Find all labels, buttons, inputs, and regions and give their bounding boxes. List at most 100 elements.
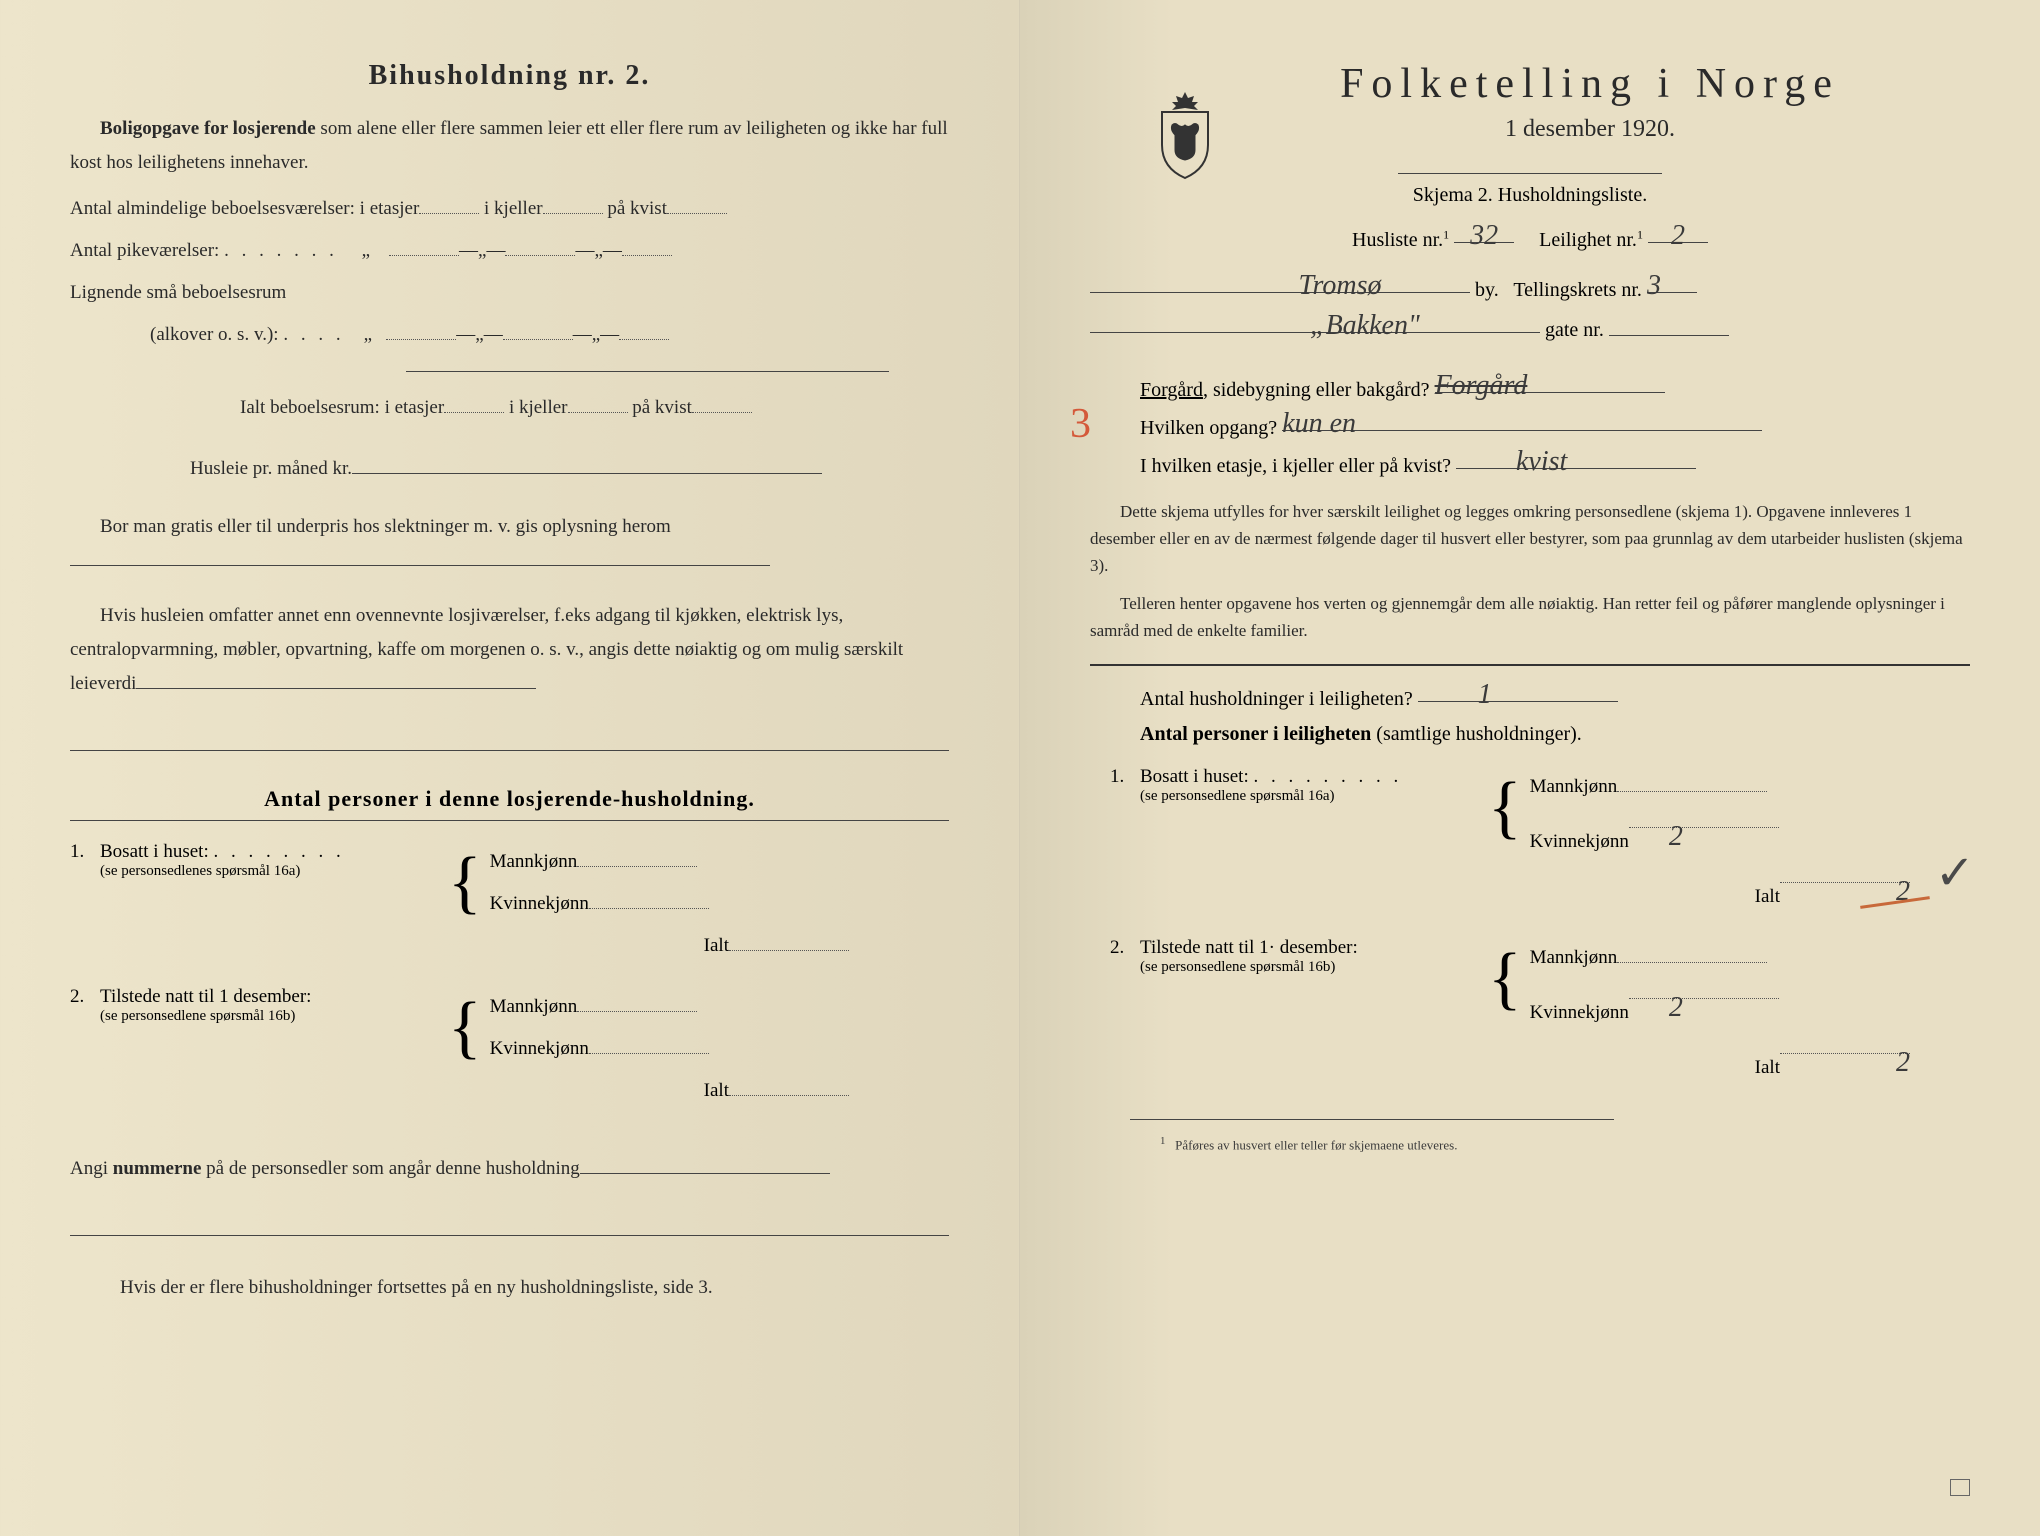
r-item1-label-block: Bosatt i huset: . . . . . . . . . (se pe… [1140,766,1480,917]
forgard-label-b: , sidebygning eller bakgård? [1203,379,1430,401]
r-kvinne-val2: 2 [1629,992,1683,1023]
num-1: 1. [70,841,100,966]
gate-value: „Bakken" [1090,310,1420,341]
gate-row: „Bakken" gate nr. [1090,312,1970,342]
by-label: by. [1475,279,1499,301]
antal-hush-row: Antal husholdninger i leiligheten? 1 [1090,681,1970,711]
item1-label: Bosatt i huset: [100,841,209,862]
antal-hush-label: Antal husholdninger i leiligheten? [1140,688,1413,710]
item1-sub: (se personsedlenes spørsmål 16a) [100,863,440,880]
kvinne-label2: Kvinnekjønn [490,1038,589,1059]
leilighet-value: 2 [1671,220,1685,251]
bottom1-c: på de personsedler som angår denne husho… [201,1158,579,1179]
by-value: Tromsø [1178,270,1381,301]
bottom1-a: Angi [70,1158,113,1179]
right-item-2: 2. Tilstede natt til 1· desember: (se pe… [1090,937,1970,1088]
ialt-label-b: i kjeller [509,397,568,418]
kvinne-label: Kvinnekjønn [490,893,589,914]
item1-values: Mannkjønn Kvinnekjønn Ialt [490,841,949,966]
item1-label-block: Bosatt i huset: . . . . . . . . (se pers… [100,841,440,966]
ialt-label-c: på kvist [632,397,692,418]
forgard-label-a: Forgård [1140,379,1203,401]
rooms-label-c: på kvist [607,198,667,219]
husliste-label: Husliste nr. [1352,229,1443,251]
r-kvinne-label: Kvinnekjønn [1530,831,1629,852]
line-gratis: Bor man gratis eller til underpris hos s… [70,510,949,578]
census-document: Bihusholdning nr. 2. Boligopgave for los… [0,0,2040,1536]
r-ialt-label2: Ialt [1755,1057,1780,1078]
by-row: Tromsø by. Tellingskrets nr. 3 [1090,272,1970,302]
num-2: 2. [70,986,100,1111]
opgang-row: Hvilken opgang? kun en [1090,410,1970,440]
printer-mark [1950,1479,1971,1496]
r-mann-label2: Mannkjønn [1530,947,1618,968]
instructions-b: Telleren henter opgavene hos verten og g… [1090,590,1970,644]
ialt-label-a: Ialt beboelsesrum: i etasjer [240,397,444,418]
husleie-label: Husleie pr. måned kr. [190,458,352,479]
brace-icon: { [1488,776,1522,927]
line-alkover-b: (alkover o. s. v.): . . . . „ —„——„— [70,314,949,356]
r-item2-label-block: Tilstede natt til 1· desember: (se perso… [1140,937,1480,1088]
etasje-row: I hvilken etasje, i kjeller eller på kvi… [1090,448,1970,478]
right-page: Folketelling i Norge 1 desember 1920. Sk… [1020,0,2040,1536]
r-ialt-val2: 2 [1856,1047,1910,1078]
left-item-1: 1. Bosatt i huset: . . . . . . . . (se p… [70,841,949,966]
krets-label: Tellingskrets nr. [1513,279,1642,301]
opgang-value: kun en [1282,408,1356,439]
item2-label-block: Tilstede natt til 1 desember: (se person… [100,986,440,1111]
alkover-label-a: Lignende små beboelsesrum [70,282,286,303]
r-kvinne-val1: 2 [1629,821,1683,852]
item2-values: Mannkjønn Kvinnekjønn Ialt [490,986,949,1111]
forgard-value: Forgård [1435,370,1528,401]
r-num-2: 2. [1110,937,1140,1088]
forgard-row: Forgård, sidebygning eller bakgård? Forg… [1090,372,1970,402]
section-title-left: Antal personer i denne losjerende-hushol… [70,786,949,821]
line-husleie: Husleie pr. måned kr. [70,448,949,490]
coat-of-arms-icon [1150,90,1220,180]
gratis-label: Bor man gratis eller til underpris hos s… [100,516,671,537]
bottom-line-1: Angi nummerne på de personsedler som ang… [70,1152,949,1186]
instructions-a: Dette skjema utfylles for hver særskilt … [1090,498,1970,580]
bottom1-b: nummerne [113,1158,202,1179]
brace-icon: { [1488,947,1522,1098]
r-item2-label: Tilstede natt til 1· desember: [1140,937,1358,958]
r-item1-values: Mannkjønn Kvinnekjønn2 Ialt2 ✓ [1530,766,1970,917]
ialt-label2: Ialt [704,1080,729,1101]
line-ialt-rooms: Ialt beboelsesrum: i etasjer i kjeller p… [70,387,949,429]
husliste-value: 32 [1470,220,1498,251]
krets-value: 3 [1647,270,1661,301]
etasje-value: kvist [1456,446,1567,477]
antal-hush-value: 1 [1418,679,1492,710]
line-alkover-a: Lignende små beboelsesrum [70,272,949,314]
sup-1: 1 [1443,227,1449,241]
line-pike: Antal pikeværelser: . . . . . . . „ —„——… [70,230,949,272]
husliste-row: Husliste nr.1 32 Leilighet nr.1 2 [1090,222,1970,252]
footnote-marker: 1 [1160,1135,1165,1147]
mann-label: Mannkjønn [490,851,578,872]
title-block: Folketelling i Norge 1 desember 1920. [1210,60,1970,143]
rooms-label-a: Antal almindelige beboelsesværelser: i e… [70,198,419,219]
r-mann-label: Mannkjønn [1530,776,1618,797]
line-rooms: Antal almindelige beboelsesværelser: i e… [70,188,949,230]
sup-2: 1 [1637,227,1643,241]
r-ialt-label: Ialt [1755,886,1780,907]
item2-sub: (se personsedlene spørsmål 16b) [100,1008,440,1025]
r-item1-sub: (se personsedlene spørsmål 16a) [1140,788,1480,805]
etasje-label: I hvilken etasje, i kjeller eller på kvi… [1140,455,1451,477]
r-kvinne-label2: Kvinnekjønn [1530,1002,1629,1023]
left-item-2: 2. Tilstede natt til 1 desember: (se per… [70,986,949,1111]
rooms-label-b: i kjeller [484,198,543,219]
left-page: Bihusholdning nr. 2. Boligopgave for los… [0,0,1020,1536]
item2-label: Tilstede natt til 1 desember: [100,986,311,1007]
antal-pers-row: Antal personer i leiligheten (samtlige h… [1090,723,1970,746]
brace-icon: { [448,996,482,1121]
alkover-label-b: (alkover o. s. v.): [150,324,279,345]
intro-bold: Boligopgave for losjerende [100,118,316,139]
main-title: Folketelling i Norge [1210,60,1970,108]
opgang-label: Hvilken opgang? [1140,417,1277,439]
census-date: 1 desember 1920. [1210,116,1970,143]
bottom-line-2: Hvis der er flere bihusholdninger fortse… [70,1271,949,1305]
red-annotation: 3 [1070,400,1091,448]
r-item2-sub: (se personsedlene spørsmål 16b) [1140,959,1480,976]
pike-label: Antal pikeværelser: [70,240,219,261]
